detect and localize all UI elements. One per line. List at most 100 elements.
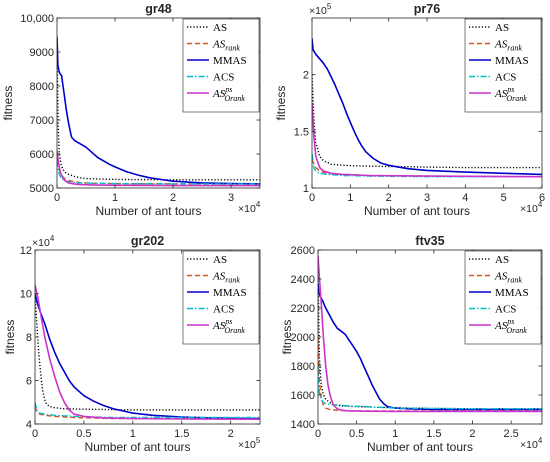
chart-title: pr76 [414, 2, 440, 16]
legend-name: ACS [495, 304, 516, 316]
x-tick-label: 2 [170, 192, 176, 204]
legend-sup: ps [506, 317, 514, 326]
x-multiplier: ×105 [238, 436, 261, 451]
series-line-3 [35, 402, 260, 419]
x-multiplier: ×104 [520, 436, 543, 451]
legend-name: MMAS [495, 287, 529, 299]
legend-sub: Orank [506, 326, 527, 335]
x-tick-label: 1 [112, 192, 118, 204]
legend-entry-1: ASrank [494, 39, 522, 53]
y-multiplier: ×105 [309, 2, 332, 17]
y-tick-label: 1 [303, 183, 309, 195]
y-tick-label: 1400 [291, 419, 315, 431]
legend-sub: rank [507, 276, 522, 285]
legend-sub: Orank [506, 94, 527, 103]
x-tick-label: 4 [462, 192, 468, 204]
x-tick-label: 2 [228, 428, 234, 440]
legend-sup: ps [224, 317, 232, 326]
series-line-4 [318, 255, 542, 413]
x-tick-label: 1.5 [174, 428, 189, 440]
legend-name: MMAS [495, 55, 529, 67]
y-multiplier-exp: 4 [50, 234, 55, 243]
legend-name: MMAS [213, 55, 247, 67]
x-multiplier: ×104 [238, 200, 261, 215]
legend-box [182, 18, 260, 113]
y-tick-label: 1800 [291, 361, 315, 373]
x-tick-label: 2 [386, 192, 392, 204]
x-tick-label: 5 [501, 192, 507, 204]
series-line-0 [35, 297, 260, 411]
legend-sub: Orank [224, 326, 245, 335]
x-multiplier-exp: 4 [538, 200, 543, 209]
y-tick-label: 2600 [291, 245, 315, 257]
series-line-0 [57, 51, 260, 181]
legend-name: AS [213, 22, 227, 34]
legend-entry-2: MMAS [495, 55, 529, 67]
legend-entry-0: AS [495, 254, 509, 266]
legend-sup: ps [224, 85, 232, 94]
legend-sub: Orank [224, 94, 245, 103]
legend-sup: ps [506, 85, 514, 94]
y-tick-label: 7000 [30, 115, 54, 127]
x-axis-label: Number of ant tours [95, 204, 201, 218]
chart-title: gr202 [131, 234, 164, 248]
legend-name: AS [495, 254, 509, 266]
legend-name: ACS [213, 72, 234, 84]
x-tick-label: 3 [228, 192, 234, 204]
legend-entry-1: ASrank [494, 271, 522, 285]
legend-entry-4: ASps Orank [212, 85, 245, 103]
legend-entry-4: ASps Orank [494, 317, 527, 335]
legend-name: AS [494, 320, 508, 332]
chart-title: ftv35 [415, 234, 444, 248]
legend-entry-0: AS [213, 22, 227, 34]
x-tick-label: 2.5 [503, 428, 518, 440]
series-line-1 [57, 160, 260, 185]
y-multiplier: ×104 [32, 234, 55, 249]
legend-name: AS [213, 254, 227, 266]
y-tick-label: 5000 [30, 183, 54, 195]
x-tick-label: 0 [315, 428, 321, 440]
x-multiplier-exp: 4 [538, 436, 543, 445]
legend-entry-4: ASps Orank [212, 317, 245, 335]
x-axis-label: Number of ant tours [84, 440, 190, 454]
legend-name: AS [212, 271, 226, 283]
series-line-4 [57, 150, 260, 187]
y-tick-label: 6000 [30, 149, 54, 161]
y-tick-label: 6 [26, 376, 32, 388]
x-multiplier-base: ×10 [520, 439, 538, 451]
legend-entry-3: ACS [495, 304, 516, 316]
x-multiplier-base: ×10 [520, 203, 538, 215]
legend-entry-3: ACS [213, 72, 234, 84]
y-tick-label: 1.5 [294, 126, 309, 138]
x-axis-label: Number of ant tours [364, 204, 470, 218]
y-tick-label: 4 [26, 419, 32, 431]
y-tick-label: 10,000 [20, 13, 54, 25]
y-tick-label: 10 [20, 289, 32, 301]
x-tick-label: 1 [392, 428, 398, 440]
chart-panel-gr48: gr48 0 1 2 3 5000 6000 7000 8000 9000 10,000 Number… [1, 2, 261, 218]
y-tick-label: 2 [303, 70, 309, 82]
x-tick-label: 0 [309, 192, 315, 204]
x-multiplier: ×104 [520, 200, 543, 215]
y-multiplier-exp: 5 [327, 2, 332, 11]
x-multiplier-base: ×10 [238, 439, 256, 451]
legend-name: ACS [495, 72, 516, 84]
x-multiplier-exp: 4 [256, 200, 261, 209]
series-line-2 [312, 38, 542, 176]
y-multiplier-base: ×10 [309, 5, 327, 17]
legend-name: AS [494, 39, 508, 51]
legend-entry-1: ASrank [212, 39, 240, 53]
legend-box [464, 250, 542, 345]
y-axis-label: fitness [274, 86, 288, 121]
legend-box [182, 250, 260, 345]
legend-name: AS [212, 39, 226, 51]
legend-name: AS [494, 88, 508, 100]
legend-name: AS [212, 320, 226, 332]
y-tick-label: 2000 [291, 332, 315, 344]
legend-entry-2: MMAS [495, 287, 529, 299]
chart-panel-ftv35: ftv35 0 0.5 1 1.5 2 2.5 1400 1600 1800 2000 2200 240… [280, 234, 543, 454]
